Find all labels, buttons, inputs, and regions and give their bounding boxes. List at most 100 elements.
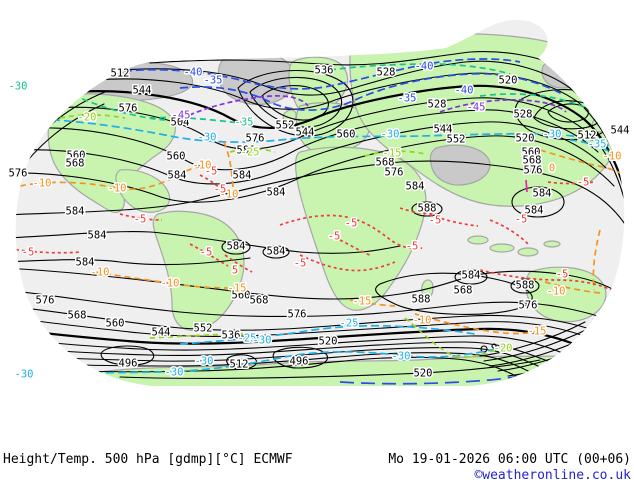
temp-contour-label: -5 bbox=[556, 269, 569, 281]
height-contour-label: 584 bbox=[168, 170, 187, 182]
height-contour-label: 496 bbox=[290, 356, 309, 368]
temp-contour-label: -10 bbox=[193, 160, 212, 172]
temp-contour-label: -35 bbox=[398, 93, 417, 105]
land-indonesia-3 bbox=[517, 247, 539, 257]
height-contour-label: 544 bbox=[611, 125, 630, 137]
height-contour-label: 588 bbox=[516, 280, 535, 292]
temp-contour-label: 0 bbox=[549, 163, 555, 175]
temp-contour-label: -10 bbox=[547, 286, 566, 298]
temp-contour-label: -25 bbox=[238, 333, 257, 345]
temperature-contours bbox=[15, 29, 625, 385]
height-contour-label: 528 bbox=[428, 99, 447, 111]
height-contour-label: 568 bbox=[454, 285, 473, 297]
height-contour-label: 512 bbox=[578, 130, 597, 142]
temp-contour-label: -25 bbox=[241, 147, 260, 159]
height-contour-label: 560 bbox=[67, 150, 86, 162]
temp-contour-label: -10 bbox=[33, 178, 52, 190]
temp-contour-label: -40 bbox=[455, 85, 474, 97]
temp-contour-label: -35 bbox=[588, 139, 607, 151]
temp-contour-label: -5 bbox=[205, 166, 218, 178]
height-contour-label: 560 bbox=[167, 151, 186, 163]
landmasses bbox=[47, 33, 624, 386]
temp-contour-label: -5 bbox=[515, 214, 528, 226]
height-contour-label: 576 bbox=[246, 133, 265, 145]
temp-contour-label: -30 bbox=[195, 356, 214, 368]
land-indonesia-1 bbox=[467, 235, 489, 245]
temp-contour-label: -10 bbox=[91, 267, 110, 279]
height-contour-label: 576 bbox=[385, 167, 404, 179]
height-contour-label: 544 bbox=[434, 124, 453, 136]
height-contour-label: 584 bbox=[406, 181, 425, 193]
temp-label-layer: -40-35-45-45-40-40-35-30-35-30-30-35-30-… bbox=[7, 59, 623, 382]
height-contour-label: 584 bbox=[66, 206, 85, 218]
temp-contour-label: -30 bbox=[253, 335, 272, 347]
height-contour-label: 512 bbox=[111, 68, 130, 80]
height-contour-label: 568 bbox=[250, 295, 269, 307]
height-contour-label: 576 bbox=[524, 165, 543, 177]
temp-contour-label: -45 bbox=[467, 102, 486, 114]
temp-contour-label: -5 bbox=[134, 214, 147, 226]
height-contour-label: 576 bbox=[119, 103, 138, 115]
temp-contour-label: -10 bbox=[220, 189, 239, 201]
height-contour-label: 584 bbox=[267, 187, 286, 199]
land-africa bbox=[295, 146, 427, 311]
temp-contour-label: -30 bbox=[392, 351, 411, 363]
height-contour-label: 568 bbox=[376, 157, 395, 169]
height-contour-label: 520 bbox=[319, 336, 338, 348]
temp-contour-label: -15 bbox=[353, 296, 372, 308]
temp-contour-label: 5 bbox=[232, 265, 238, 277]
temp-contour-label: -20 bbox=[78, 112, 97, 124]
temp-contour-label: -45 bbox=[172, 110, 191, 122]
temp-contour-label: -5 bbox=[294, 258, 307, 270]
height-contour-label: 588 bbox=[412, 294, 431, 306]
height-contour-label: 536 bbox=[222, 330, 241, 342]
height-contour-label: 552 bbox=[194, 323, 213, 335]
temp-contour-label: -5 bbox=[429, 215, 442, 227]
height-contour-label: 576 bbox=[9, 168, 28, 180]
height-contour-label: 560 bbox=[232, 290, 251, 302]
temp-contour-label: -5 bbox=[200, 247, 213, 259]
temp-contour-label: -10 bbox=[161, 278, 180, 290]
height-contour-label: 536 bbox=[315, 65, 334, 77]
temp-contour-label: -25 bbox=[340, 318, 359, 330]
temp-contour-label: -5 bbox=[328, 231, 341, 243]
height-contour-label: 544 bbox=[152, 327, 171, 339]
height-contour-label: 544 bbox=[296, 127, 315, 139]
temp-contour-label: -5 bbox=[345, 218, 358, 230]
temp-contour-label: -10 bbox=[413, 315, 432, 327]
height-contour-label: 568 bbox=[66, 158, 85, 170]
temp-contour-label: -10 bbox=[108, 183, 127, 195]
land-indonesia-4 bbox=[543, 240, 561, 248]
height-contour-label: 584 bbox=[227, 241, 246, 253]
temp-contour-label: -40 bbox=[184, 67, 203, 79]
height-contour-label: 528 bbox=[377, 67, 396, 79]
height-contour-label: 584 bbox=[525, 205, 544, 217]
height-contour-label: 588 bbox=[418, 203, 437, 215]
height-contour-label: 496 bbox=[119, 358, 138, 370]
height-contour-label: 552 bbox=[447, 134, 466, 146]
temp-contour-label: -5 bbox=[22, 247, 35, 259]
land-himalaya-gray bbox=[429, 144, 491, 186]
temp-contour-label: -20 bbox=[494, 343, 513, 355]
height-contour-label: 584 bbox=[533, 188, 552, 200]
height-contour-label: 576 bbox=[519, 300, 538, 312]
height-contour-label: 512 bbox=[230, 359, 249, 371]
height-contour-label: 584 bbox=[462, 270, 481, 282]
temp-contour-label: -30 bbox=[165, 367, 184, 379]
height-contour-label: 568 bbox=[523, 155, 542, 167]
height-contour-label: 560 bbox=[522, 147, 541, 159]
temp-contour-label: -30 bbox=[198, 132, 217, 144]
height-contour-label: 552 bbox=[276, 120, 295, 132]
height-contour-label: 520 bbox=[516, 133, 535, 145]
magenta-mark bbox=[525, 179, 528, 193]
temp-contour-label: -5 bbox=[406, 241, 419, 253]
temp-contour-label: -40 bbox=[415, 61, 434, 73]
height-contour-label: 560 bbox=[337, 129, 356, 141]
height-contour-label: 584 bbox=[233, 170, 252, 182]
copyright-link[interactable]: ©weatheronline.co.uk bbox=[474, 468, 631, 483]
height-contour-label: 584 bbox=[76, 257, 95, 269]
height-contour-label: 584 bbox=[88, 230, 107, 242]
